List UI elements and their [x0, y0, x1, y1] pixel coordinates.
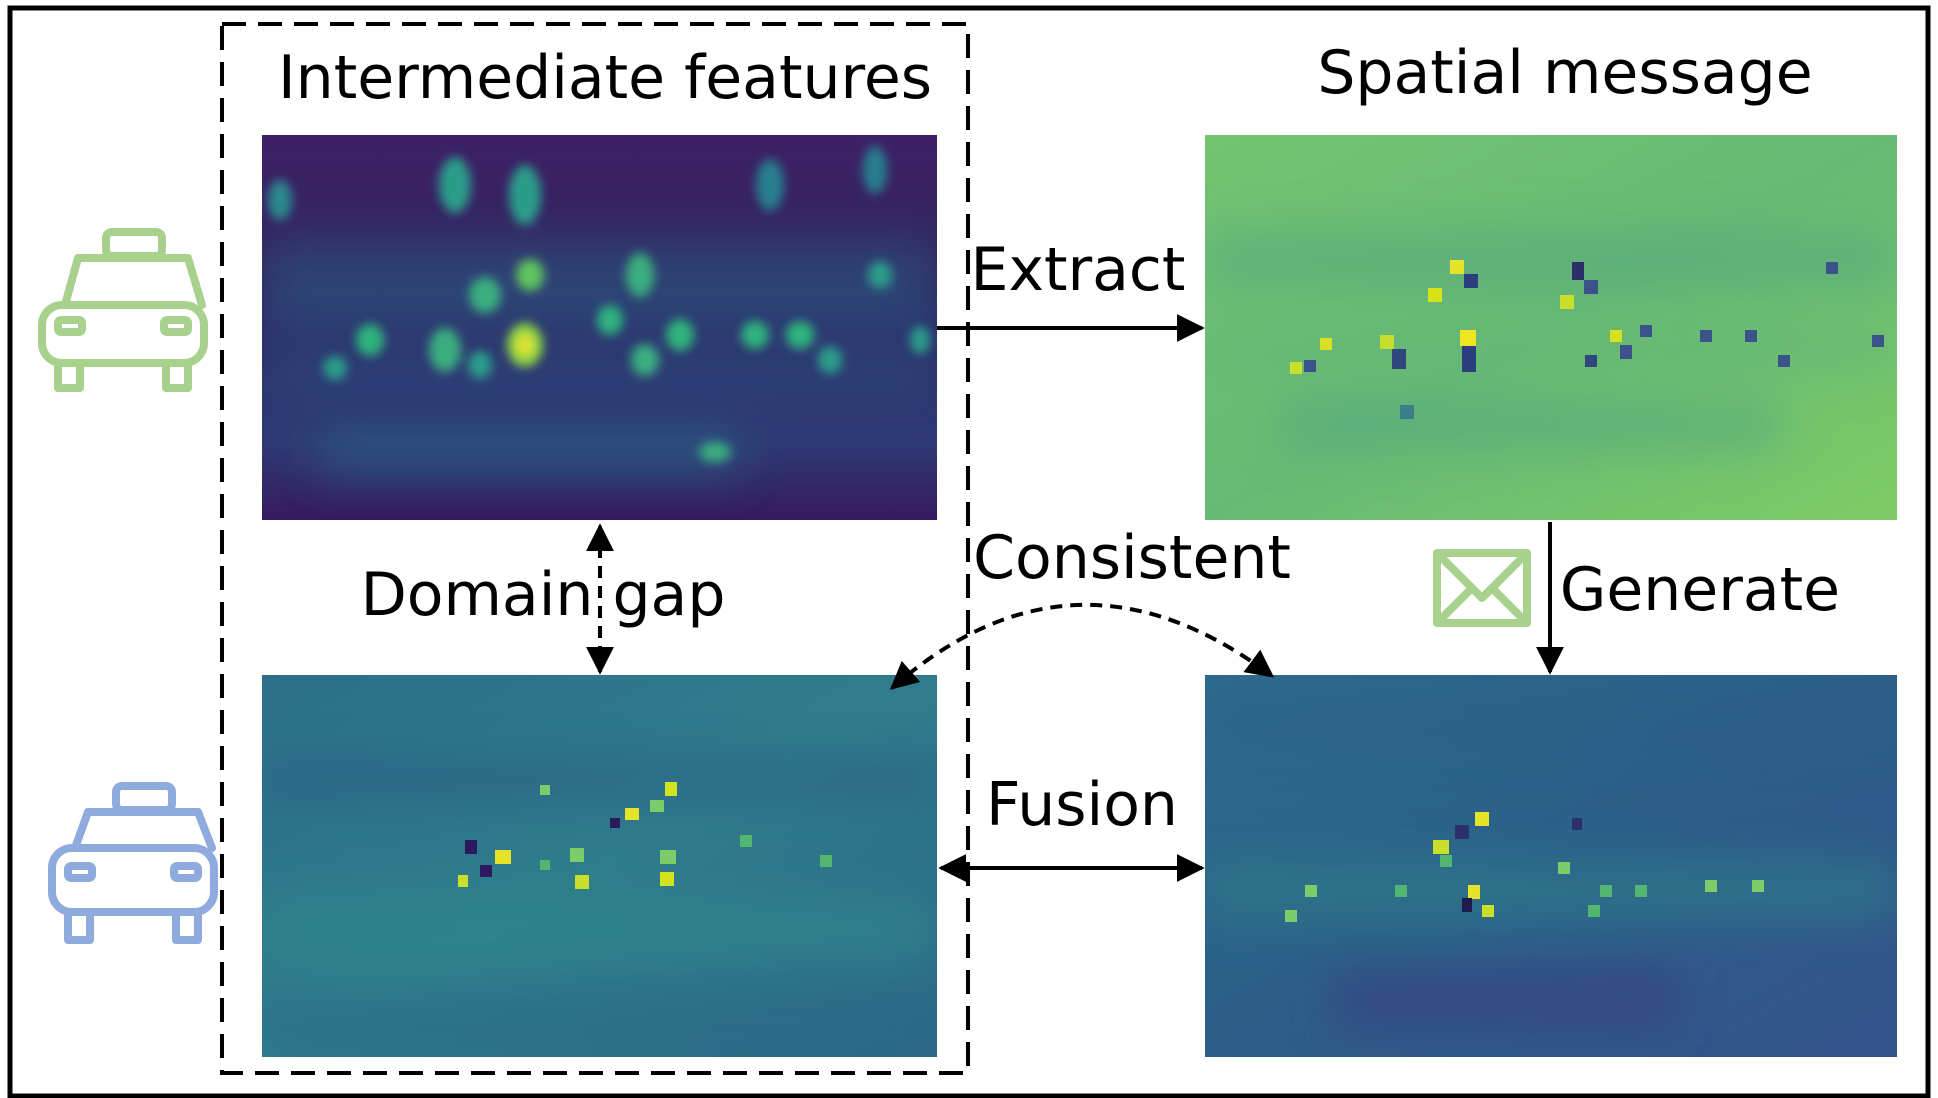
domain-gap-label: Domain gap — [361, 560, 726, 630]
intermediate-features-heatmap-top — [262, 135, 937, 520]
fusion-label: Fusion — [986, 770, 1178, 840]
extract-label: Extract — [971, 235, 1186, 305]
car-icon-top — [38, 228, 208, 392]
spatial-message-heatmap — [1205, 135, 1897, 520]
intermediate-features-label: Intermediate features — [278, 43, 932, 113]
spatial-message-label: Spatial message — [1317, 38, 1812, 108]
intermediate-features-heatmap-bottom — [262, 675, 937, 1057]
consistent-arrow — [889, 603, 1275, 690]
envelope-icon — [1433, 549, 1531, 627]
consistent-label: Consistent — [973, 523, 1291, 593]
generated-features-heatmap — [1205, 675, 1897, 1057]
car-icon-bottom — [48, 782, 218, 944]
generate-label: Generate — [1560, 555, 1840, 625]
ego-feature-group-box — [220, 22, 970, 1075]
